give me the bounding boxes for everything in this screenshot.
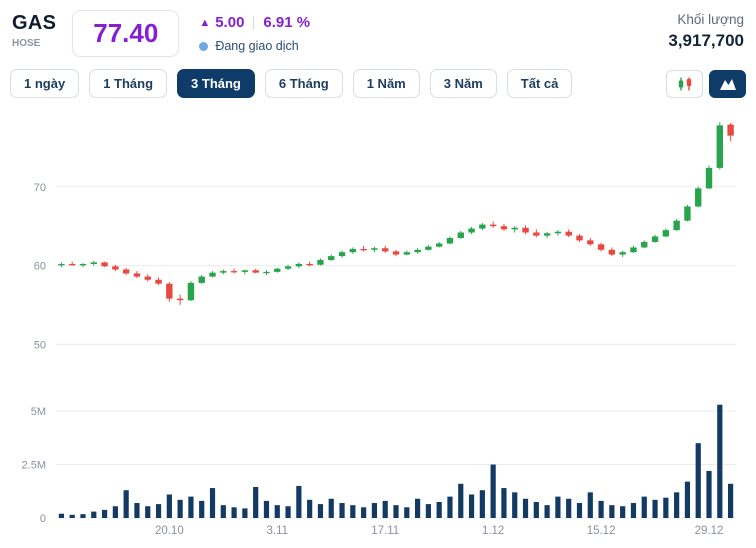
svg-text:2.5M: 2.5M <box>22 460 46 472</box>
candlestick-view-button[interactable] <box>666 69 703 98</box>
area-view-button[interactable] <box>709 69 746 98</box>
svg-text:5M: 5M <box>31 406 46 418</box>
svg-text:20.10: 20.10 <box>155 525 184 537</box>
svg-text:17.11: 17.11 <box>371 525 399 537</box>
svg-text:1.12: 1.12 <box>482 525 504 537</box>
ticker-block: GAS HOSE <box>12 10 56 49</box>
svg-text:70: 70 <box>34 182 46 194</box>
area-chart-icon <box>719 78 736 90</box>
ticker-symbol: GAS <box>12 12 57 34</box>
svg-text:0: 0 <box>40 513 46 525</box>
tab-1-tháng[interactable]: 1 Tháng <box>89 69 168 98</box>
trading-status-dot-icon <box>199 41 209 51</box>
status-row: Đang giao dịch <box>199 39 310 53</box>
volume-label: Khối lượng <box>677 12 744 27</box>
up-arrow-icon: ▲ <box>199 16 211 29</box>
chart-toolbar: 1 ngày 1 Tháng 3 Tháng 6 Tháng 1 Năm 3 Năm Tất… <box>0 57 756 98</box>
svg-text:15.12: 15.12 <box>587 525 616 537</box>
tab-6-tháng[interactable]: 6 Tháng <box>264 69 343 98</box>
tab-3-tháng[interactable]: 3 Tháng <box>177 69 255 98</box>
current-price: 77.40 <box>93 18 159 48</box>
divider <box>253 15 255 30</box>
time-range-tabs: 1 ngày 1 Tháng 3 Tháng 6 Tháng 1 Năm 3 Năm Tất… <box>10 69 573 98</box>
price-change-percent: 6.91 % <box>263 14 311 31</box>
svg-text:60: 60 <box>34 261 46 273</box>
price-box: 77.40 <box>72 10 180 57</box>
volume-block: Khối lượng 3,917,700 <box>668 10 744 51</box>
candlestick-chart-icon <box>678 77 691 90</box>
price-volume-chart[interactable]: 50 60 70 0 2.5M 5M 20.10 3.11 17.11 1.12 15.12 29.1… <box>0 102 756 542</box>
svg-text:3.11: 3.11 <box>267 525 289 537</box>
exchange-label: HOSE <box>12 38 41 49</box>
tab-tất-cả[interactable]: Tất cả <box>506 69 573 98</box>
trading-status-label: Đang giao dịch <box>215 39 299 53</box>
change-row: ▲ 5.00 6.91 % <box>199 14 310 31</box>
volume-value: 3,917,700 <box>668 31 744 50</box>
svg-text:50: 50 <box>34 339 46 351</box>
price-change: 5.00 <box>215 14 245 31</box>
tab-1-ngày[interactable]: 1 ngày <box>10 69 80 98</box>
ticker-header: GAS HOSE 77.40 ▲ 5.00 6.91 % Đang giao d… <box>0 0 756 57</box>
chart-view-toggle <box>666 69 746 98</box>
tab-1-năm[interactable]: 1 Năm <box>352 69 420 98</box>
svg-text:29.12: 29.12 <box>695 525 724 537</box>
change-block: ▲ 5.00 6.91 % Đang giao dịch <box>199 10 310 53</box>
tab-3-năm[interactable]: 3 Năm <box>429 69 497 98</box>
